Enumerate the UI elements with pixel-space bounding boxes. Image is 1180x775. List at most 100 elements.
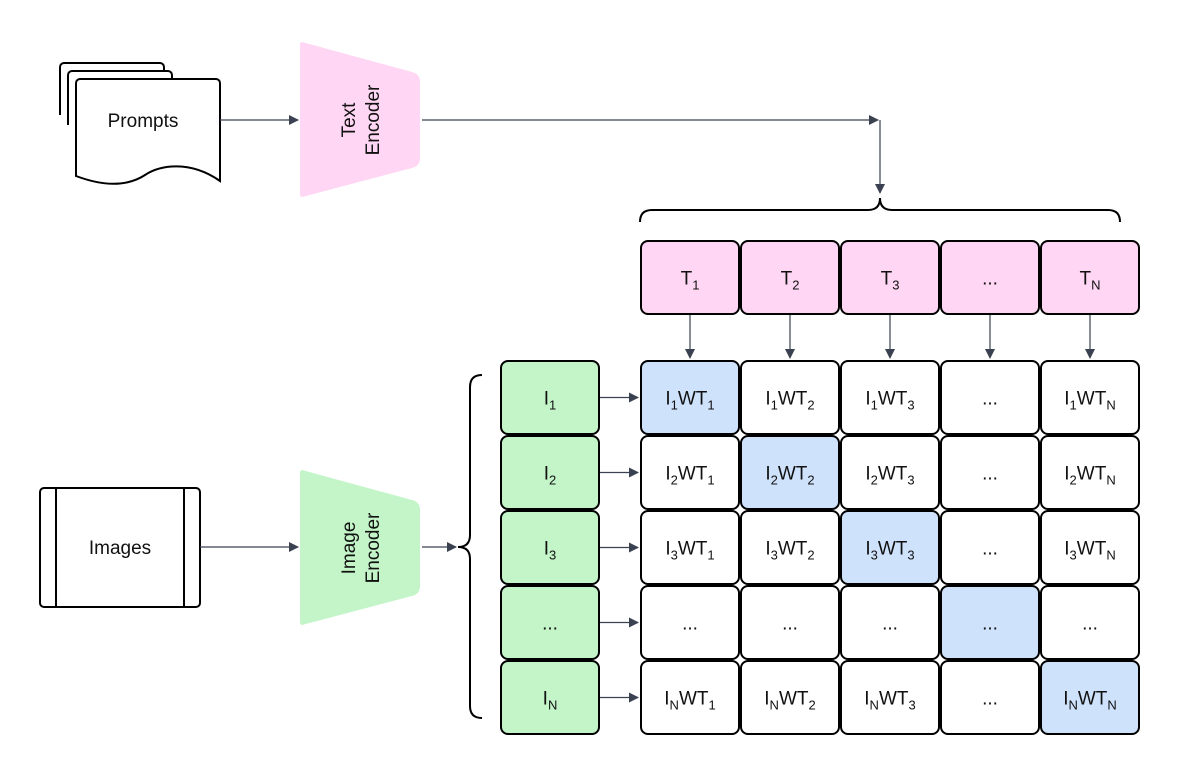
similarity-cell-1-2-label: I1WT2 bbox=[765, 389, 814, 413]
similarity-cell-5-4-label-part: ... bbox=[982, 689, 998, 710]
similarity-cell-1-2 bbox=[740, 360, 840, 435]
images-label: Images bbox=[89, 538, 151, 559]
similarity-cell-1-5-label-part: I bbox=[1064, 389, 1069, 410]
similarity-cell-2-3 bbox=[840, 435, 940, 510]
image-token-5-label-part: I bbox=[543, 689, 548, 710]
similarity-cell-5-2-label: INWT2 bbox=[764, 689, 815, 713]
text-encoder-label-line2: Encoder bbox=[363, 84, 384, 155]
similarity-cell-5-1-label: INWT1 bbox=[664, 689, 715, 713]
text-token-2-label-part: T bbox=[781, 269, 793, 290]
similarity-cell-5-5-label-part: I bbox=[1063, 689, 1068, 710]
similarity-cell-3-1-label-part: WT bbox=[678, 539, 708, 560]
image-encoder-label-line1: Image bbox=[339, 522, 360, 575]
text-token-5-label: TN bbox=[1080, 269, 1101, 293]
similarity-cell-2-5-label-part: I bbox=[1064, 464, 1069, 485]
similarity-cell-3-2-label: I3WT2 bbox=[765, 539, 814, 563]
similarity-cell-5-1 bbox=[640, 660, 740, 735]
similarity-cell-5-2-label-part: 2 bbox=[808, 698, 815, 713]
similarity-cell-4-4-label-part: ... bbox=[982, 614, 998, 635]
similarity-cell-2-2 bbox=[740, 435, 840, 510]
image-token-5-label: IN bbox=[543, 689, 558, 713]
similarity-cell-2-3-label-part: WT bbox=[878, 464, 908, 485]
text-token-5-label-part: N bbox=[1091, 278, 1100, 293]
image-token-5-label-part: N bbox=[548, 698, 557, 713]
similarity-cell-1-5-label-part: 1 bbox=[1070, 398, 1077, 413]
similarity-cell-3-2-label-part: 3 bbox=[771, 548, 778, 563]
text-tokens-brace bbox=[639, 197, 1121, 223]
text-encoder-label-line1: Text bbox=[339, 102, 360, 138]
image-token-5 bbox=[500, 660, 600, 735]
similarity-cell-2-1-label-part: I bbox=[665, 464, 670, 485]
image-token-1-label-part: I bbox=[544, 389, 549, 410]
image-token-2-label-part: I bbox=[544, 464, 549, 485]
text-token-4-label: ... bbox=[982, 269, 998, 290]
text-token-3-label-part: 3 bbox=[892, 278, 899, 293]
similarity-cell-5-3-label-part: I bbox=[864, 689, 869, 710]
similarity-cell-5-3 bbox=[840, 660, 940, 735]
text-encoder bbox=[300, 42, 420, 197]
similarity-cell-2-2-label-part: 2 bbox=[807, 473, 814, 488]
similarity-cell-3-3-label-part: 3 bbox=[907, 548, 914, 563]
similarity-cell-1-4 bbox=[940, 360, 1040, 435]
similarity-cell-3-5-label-part: I bbox=[1064, 539, 1069, 560]
prompts-label: Prompts bbox=[108, 111, 179, 132]
similarity-cell-3-5-label-part: N bbox=[1106, 548, 1115, 563]
similarity-cell-2-5-label-part: N bbox=[1106, 473, 1115, 488]
similarity-cell-2-5 bbox=[1040, 435, 1140, 510]
text-token-2 bbox=[740, 240, 840, 315]
text-token-4-label-part: ... bbox=[982, 269, 998, 290]
similarity-cell-3-2 bbox=[740, 510, 840, 585]
similarity-cell-4-2-label: ... bbox=[782, 614, 798, 635]
similarity-cell-3-3-label-part: I bbox=[865, 539, 870, 560]
similarity-cell-4-2-label-part: ... bbox=[782, 614, 798, 635]
image-token-2 bbox=[500, 435, 600, 510]
image-encoder-label-line2: Encoder bbox=[363, 512, 384, 583]
text-token-3 bbox=[840, 240, 940, 315]
similarity-cell-4-3-label: ... bbox=[882, 614, 898, 635]
prompts-document-stack bbox=[59, 62, 221, 185]
similarity-cell-3-1-label-part: I bbox=[665, 539, 670, 560]
images-box bbox=[39, 487, 201, 608]
image-token-4 bbox=[500, 585, 600, 660]
similarity-cell-3-5-label-part: WT bbox=[1077, 539, 1107, 560]
similarity-cell-2-1-label-part: 1 bbox=[707, 473, 714, 488]
similarity-cell-4-4 bbox=[940, 585, 1040, 660]
similarity-cell-5-1-label-part: N bbox=[670, 698, 679, 713]
similarity-cell-2-2-label-part: I bbox=[765, 464, 770, 485]
text-token-2-label-part: 2 bbox=[792, 278, 799, 293]
similarity-cell-2-5-label-part: WT bbox=[1077, 464, 1107, 485]
similarity-cell-5-1-label-part: I bbox=[664, 689, 669, 710]
similarity-cell-4-1-label: ... bbox=[682, 614, 698, 635]
similarity-cell-5-2-label-part: I bbox=[764, 689, 769, 710]
similarity-cell-2-4 bbox=[940, 435, 1040, 510]
similarity-cell-3-1-label-part: 3 bbox=[671, 548, 678, 563]
similarity-cell-5-5-label: INWTN bbox=[1063, 689, 1117, 713]
similarity-cell-1-4-label-part: ... bbox=[982, 389, 998, 410]
similarity-cell-5-2-label-part: N bbox=[770, 698, 779, 713]
image-token-3-label-part: 3 bbox=[549, 548, 556, 563]
text-token-3-label-part: T bbox=[881, 269, 893, 290]
text-token-1-label-part: 1 bbox=[692, 278, 699, 293]
text-token-2-label: T2 bbox=[781, 269, 800, 293]
similarity-cell-1-3-label: I1WT3 bbox=[865, 389, 914, 413]
similarity-cell-4-5 bbox=[1040, 585, 1140, 660]
similarity-cell-5-1-label-part: 1 bbox=[708, 698, 715, 713]
similarity-cell-4-5-label-part: ... bbox=[1082, 614, 1098, 635]
similarity-cell-3-3-label: I3WT3 bbox=[865, 539, 914, 563]
similarity-cell-3-2-label-part: WT bbox=[778, 539, 808, 560]
similarity-cell-5-2 bbox=[740, 660, 840, 735]
image-token-2-label: I2 bbox=[544, 464, 557, 488]
similarity-cell-2-3-label-part: I bbox=[865, 464, 870, 485]
similarity-cell-5-1-label-part: WT bbox=[679, 689, 709, 710]
similarity-cell-4-1 bbox=[640, 585, 740, 660]
similarity-cell-2-2-label-part: WT bbox=[778, 464, 808, 485]
similarity-cell-2-4-label: ... bbox=[982, 464, 998, 485]
similarity-cell-3-3-label-part: WT bbox=[878, 539, 908, 560]
similarity-cell-3-4-label: ... bbox=[982, 539, 998, 560]
text-token-1-label: T1 bbox=[681, 269, 700, 293]
similarity-cell-2-1-label-part: 2 bbox=[671, 473, 678, 488]
text-token-1 bbox=[640, 240, 740, 315]
image-token-2-label-part: 2 bbox=[549, 473, 556, 488]
